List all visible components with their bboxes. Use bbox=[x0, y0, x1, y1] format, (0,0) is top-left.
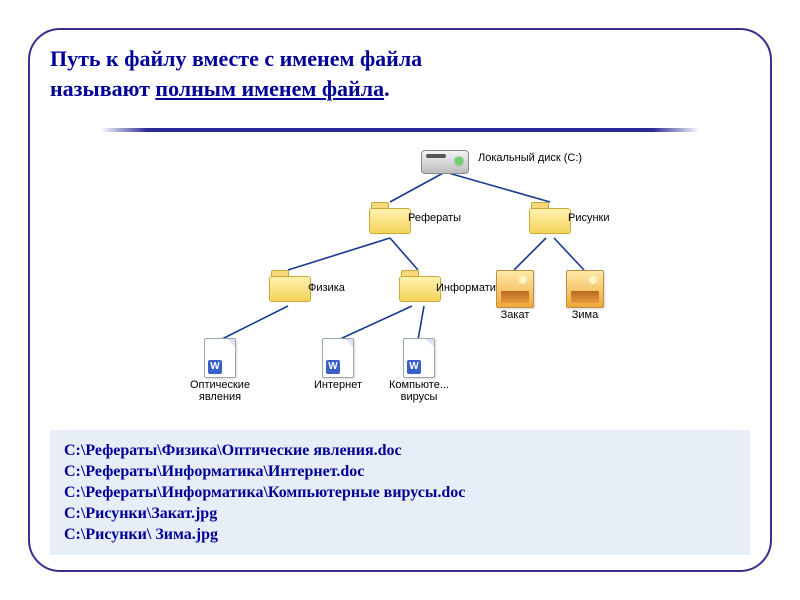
path-line: С:\Рисунки\Закат.jpg bbox=[64, 503, 736, 524]
edge bbox=[445, 172, 550, 202]
edge bbox=[220, 306, 288, 340]
disk-icon bbox=[421, 150, 469, 174]
edge bbox=[514, 238, 546, 270]
edge bbox=[554, 238, 584, 270]
path-line: С:\Рефераты\Информатика\Интернет.doc bbox=[64, 461, 736, 482]
edge bbox=[390, 238, 418, 270]
image-icon bbox=[566, 270, 604, 308]
path-line: С:\Рефераты\Информатика\Компьютерные вир… bbox=[64, 482, 736, 503]
image-icon bbox=[496, 270, 534, 308]
doc-icon bbox=[322, 338, 354, 378]
horizontal-rule bbox=[100, 128, 700, 132]
node-inet-label: Интернет bbox=[308, 380, 368, 392]
heading-text: Путь к файлу вместе с именем файла назыв… bbox=[50, 44, 710, 103]
heading-line2-underlined: полным именем файла bbox=[155, 76, 384, 101]
node-opt: Оптические явления bbox=[180, 338, 260, 403]
node-sunset: Закат bbox=[490, 270, 540, 322]
folder-icon bbox=[399, 270, 441, 302]
folder-icon bbox=[529, 202, 571, 234]
edge bbox=[338, 306, 412, 340]
edge bbox=[390, 172, 445, 202]
path-line: С:\Рисунки\ Зима.jpg bbox=[64, 524, 736, 545]
edge bbox=[288, 238, 390, 270]
heading-line1: Путь к файлу вместе с именем файла bbox=[50, 46, 422, 71]
node-refs-label: Рефераты bbox=[408, 212, 461, 224]
doc-icon bbox=[403, 338, 435, 378]
node-winter: Зима bbox=[560, 270, 610, 322]
folder-icon bbox=[369, 202, 411, 234]
node-phys-label: Физика bbox=[308, 282, 345, 294]
heading-line2-prefix: называют bbox=[50, 76, 155, 101]
node-sunset-label: Закат bbox=[490, 310, 540, 322]
node-virus-label: Компьюте... вирусы bbox=[380, 380, 458, 403]
heading-line2-suffix: . bbox=[384, 76, 390, 101]
node-winter-label: Зима bbox=[560, 310, 610, 322]
folder-icon bbox=[269, 270, 311, 302]
node-root-disk bbox=[420, 150, 470, 174]
node-virus: Компьюте... вирусы bbox=[380, 338, 458, 403]
edge bbox=[418, 306, 424, 340]
file-tree-diagram: Локальный диск (С:) Рефераты Рисунки Физ… bbox=[120, 140, 680, 400]
node-root-label: Локальный диск (С:) bbox=[478, 152, 582, 164]
node-pics-label: Рисунки bbox=[568, 212, 610, 224]
path-line: С:\Рефераты\Физика\Оптические явления.do… bbox=[64, 440, 736, 461]
node-opt-label: Оптические явления bbox=[180, 380, 260, 403]
paths-panel: С:\Рефераты\Физика\Оптические явления.do… bbox=[50, 430, 750, 555]
node-inet: Интернет bbox=[308, 338, 368, 392]
doc-icon bbox=[204, 338, 236, 378]
